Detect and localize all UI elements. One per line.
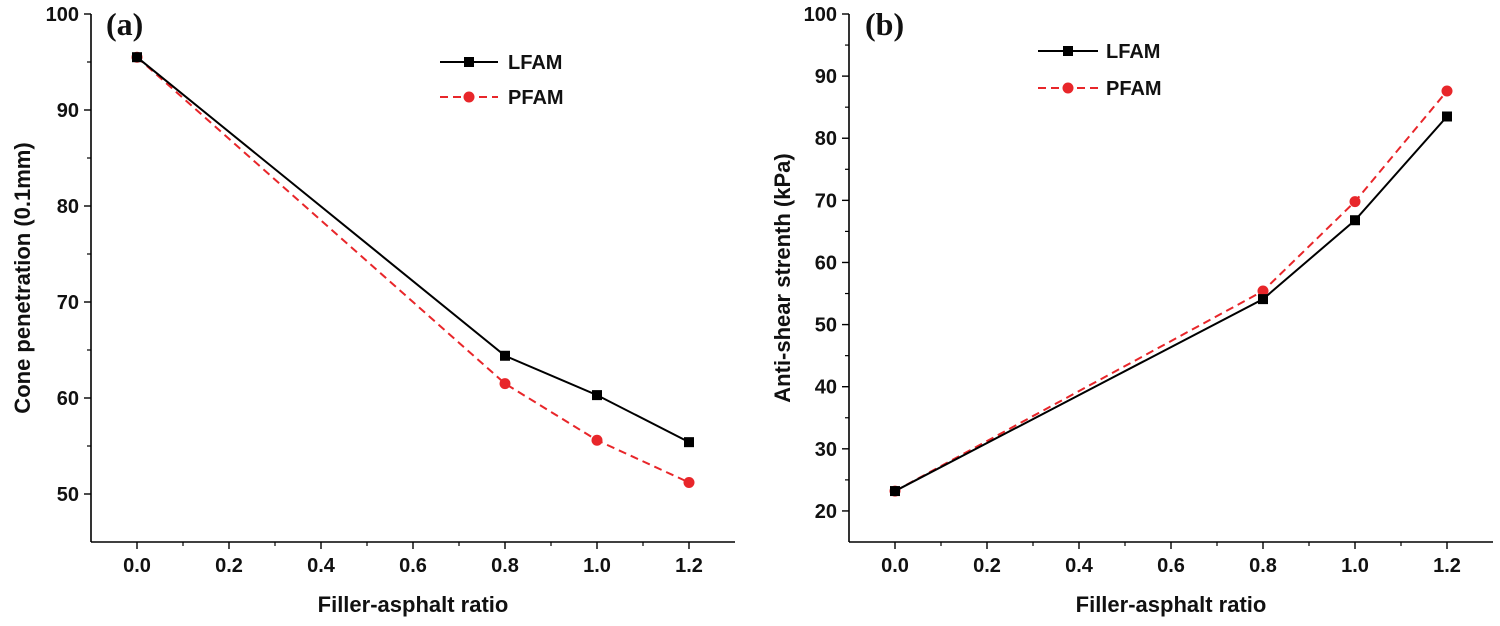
pfam-point	[1349, 196, 1361, 208]
x-tick-label: 0.2	[973, 555, 1001, 577]
y-tick-label: 60	[815, 252, 837, 274]
pfam-point	[683, 476, 695, 488]
x-tick-label: 0.8	[491, 555, 519, 577]
lfam-point	[1442, 111, 1452, 122]
legend-marker-pfam	[463, 91, 475, 103]
y-tick-label: 30	[815, 439, 837, 461]
y-tick-label: 40	[815, 377, 837, 399]
pfam-point	[499, 378, 511, 390]
y-tick-label: 70	[815, 190, 837, 212]
pfam-point	[591, 434, 603, 446]
lfam-series-line	[136, 56, 690, 444]
lfam-point	[1258, 294, 1268, 305]
x-tick-label: 0.8	[1249, 555, 1277, 577]
lfam-point	[132, 52, 142, 63]
pfam-point	[1257, 285, 1269, 297]
legend-label-lfam: LFAM	[1106, 41, 1160, 63]
x-tick-label: 1.2	[675, 555, 703, 577]
y-tick-label: 80	[57, 196, 79, 218]
y-tick-label: 50	[57, 484, 79, 506]
lfam-point	[500, 350, 510, 361]
y-tick-label: 90	[57, 100, 79, 122]
x-tick-label: 1.0	[583, 555, 611, 577]
y-tick-label: 70	[57, 292, 79, 314]
x-tick-label: 1.0	[1341, 555, 1369, 577]
panel-a: 0.0 0.2 0.4 0.6 0.8 1.0 1.2 50 60 70 80 90 100 Filler…	[10, 4, 735, 617]
x-tick-label: 0.2	[215, 555, 243, 577]
pfam-series-line	[136, 56, 690, 484]
lfam-point	[1350, 215, 1360, 226]
lfam-point	[592, 390, 602, 401]
lfam-point	[890, 486, 900, 497]
x-tick-label: 1.2	[1433, 555, 1461, 577]
x-axis-title: Filler-asphalt ratio	[1076, 592, 1267, 617]
lfam-series-line	[894, 115, 1448, 492]
y-tick-label: 50	[815, 315, 837, 337]
lfam-point	[684, 437, 694, 448]
pfam-point	[1441, 85, 1453, 97]
legend-label-pfam: PFAM	[508, 87, 564, 109]
x-axis-title: Filler-asphalt ratio	[318, 592, 509, 617]
y-axis-title: Cone penetration (0.1mm)	[10, 142, 35, 413]
legend-marker-pfam	[1062, 82, 1074, 94]
y-tick-label: 100	[46, 4, 79, 26]
legend-label-lfam: LFAM	[508, 52, 562, 74]
y-tick-label: 20	[815, 501, 837, 523]
y-axis-title: Anti-shear strenth (kPa)	[770, 153, 795, 402]
y-tick-label: 80	[815, 128, 837, 150]
y-tick-label: 60	[57, 388, 79, 410]
legend-marker-lfam	[1063, 46, 1073, 56]
y-tick-label: 100	[804, 4, 837, 26]
x-tick-label: 0.6	[399, 555, 427, 577]
x-tick-label: 0.0	[881, 555, 909, 577]
x-tick-label: 0.4	[1065, 555, 1094, 577]
panel-b: 0.0 0.2 0.4 0.6 0.8 1.0 1.2 20 30 40 50 60 70 80 90 100…	[770, 4, 1493, 617]
panel-label: (a)	[106, 6, 143, 42]
legend-label-pfam: PFAM	[1106, 78, 1162, 100]
panel-label: (b)	[865, 6, 904, 42]
x-tick-label: 0.0	[123, 555, 151, 577]
y-tick-label: 90	[815, 66, 837, 88]
legend-marker-lfam	[464, 57, 474, 67]
x-tick-label: 0.6	[1157, 555, 1185, 577]
pfam-series-line	[894, 90, 1448, 492]
x-tick-label: 0.4	[307, 555, 336, 577]
